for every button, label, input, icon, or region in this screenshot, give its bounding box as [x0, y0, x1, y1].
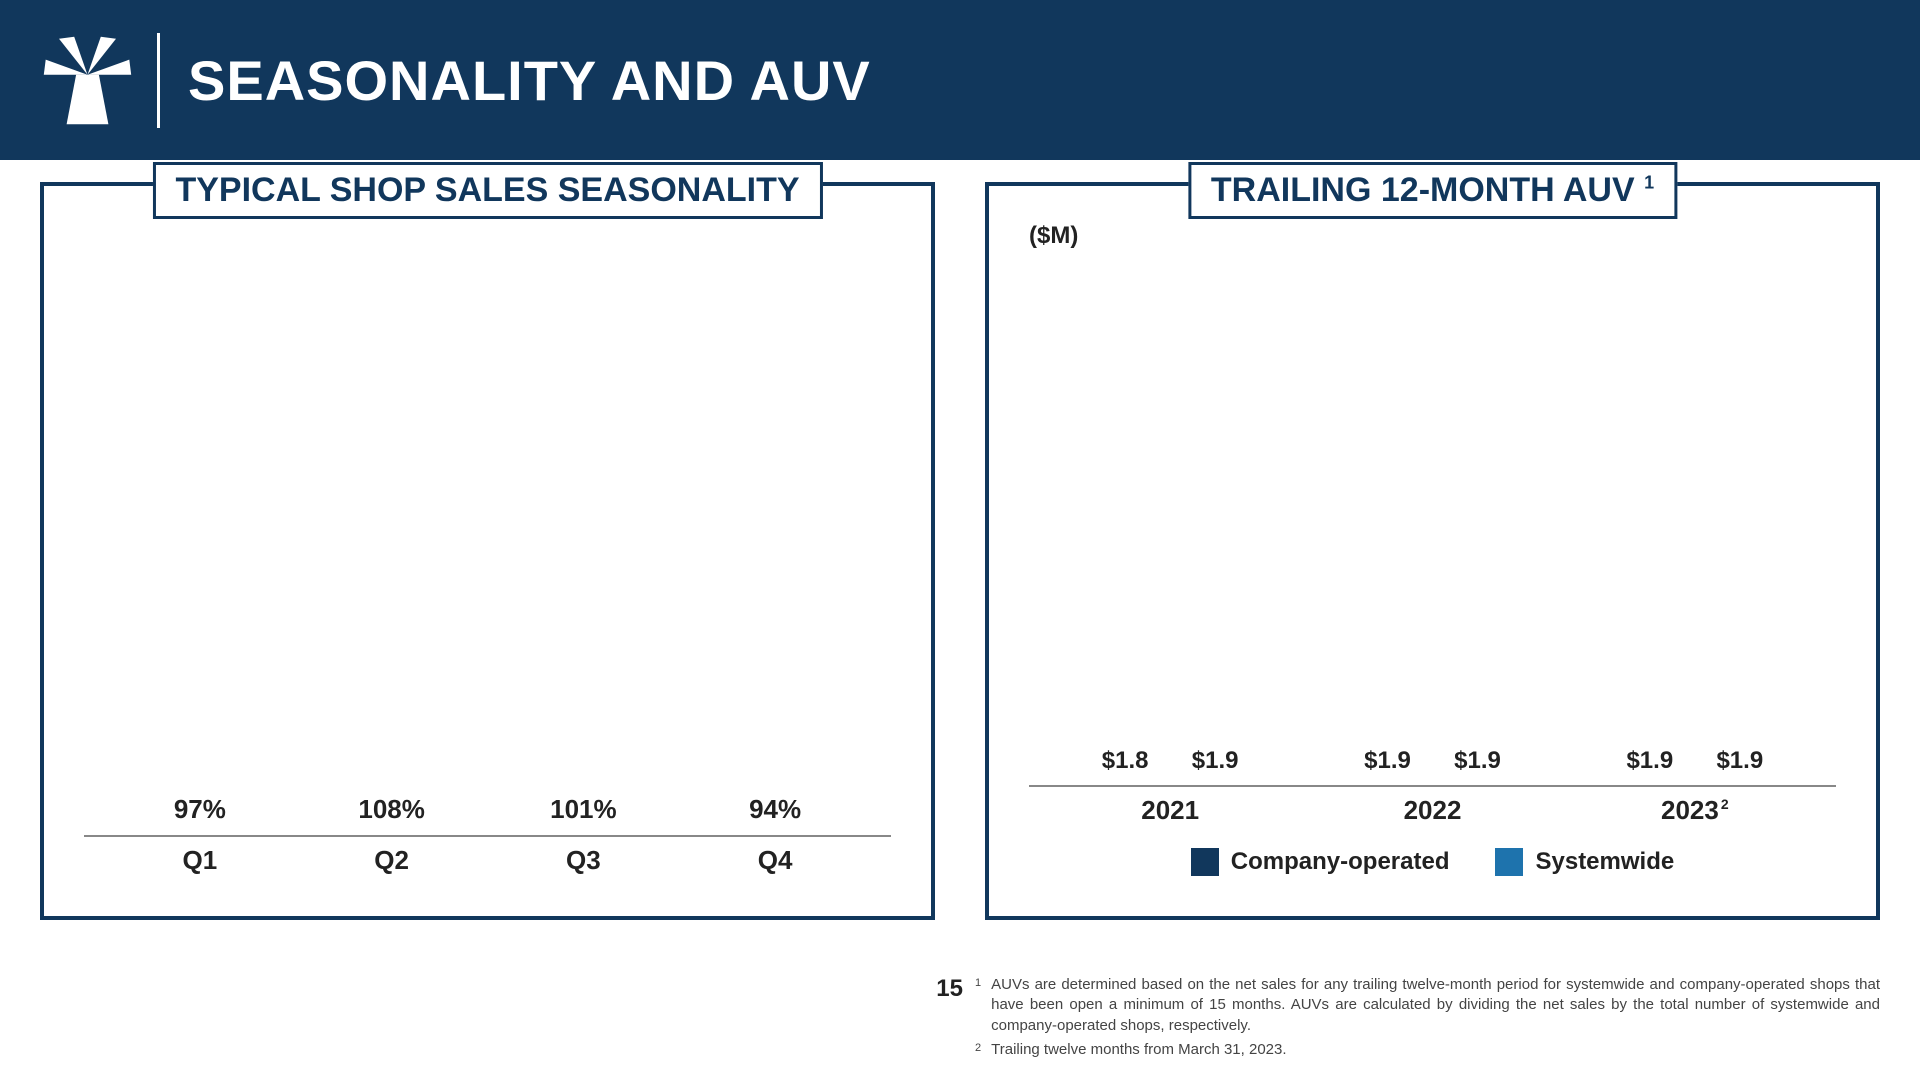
windmill-icon — [40, 33, 135, 128]
auv-legend: Company-operated Systemwide — [1029, 848, 1836, 876]
seasonality-bar-q2: 108% — [296, 794, 488, 835]
auv-group-2023: $1.9 $1.9 — [1564, 747, 1826, 785]
seasonality-bar-q1: 97% — [104, 794, 296, 835]
seasonality-bar-label: 108% — [358, 794, 425, 825]
auv-plot-area: $1.8 $1.9 $1.9 $1.9 $1.9 $1.9 — [1029, 256, 1836, 787]
auv-bar-label: $1.9 — [1192, 747, 1239, 775]
auv-chart: ($M) $1.8 $1.9 $1.9 $1.9 $1.9 $1.9 2021202220… — [1029, 222, 1836, 876]
auv-legend-item: Company-operated — [1191, 848, 1450, 876]
seasonality-panel: TYPICAL SHOP SALES SEASONALITY 97%108%10… — [40, 182, 935, 920]
auv-bar-label: $1.9 — [1626, 747, 1673, 775]
auv-group-2022: $1.9 $1.9 — [1301, 747, 1563, 785]
auv-x-tick: 2021 — [1039, 795, 1301, 826]
header-divider — [157, 33, 160, 128]
auv-bar-label: $1.9 — [1716, 747, 1763, 775]
auv-bar-systemwide: $1.9 — [1177, 747, 1253, 785]
auv-x-tick: 2022 — [1301, 795, 1563, 826]
seasonality-x-tick: Q4 — [679, 845, 871, 876]
seasonality-panel-title: TYPICAL SHOP SALES SEASONALITY — [152, 162, 822, 219]
auv-group-2021: $1.8 $1.9 — [1039, 747, 1301, 785]
seasonality-x-tick: Q3 — [488, 845, 680, 876]
page-number: 15 — [936, 975, 963, 1002]
slide-title: SEASONALITY AND AUV — [188, 48, 871, 113]
seasonality-x-tick: Q1 — [104, 845, 296, 876]
footnote-number: 2 — [975, 1040, 981, 1060]
footnotes-list: 1AUVs are determined based on the net sa… — [975, 975, 1880, 1064]
page-number-wrap: 15 — [40, 975, 975, 1003]
footnote: 1AUVs are determined based on the net sa… — [975, 975, 1880, 1036]
footnote: 2 Trailing twelve months from March 31, 2… — [975, 1040, 1880, 1060]
auv-yaxis-label: ($M) — [1029, 222, 1836, 250]
footnotes-row: 15 1AUVs are determined based on the net… — [0, 965, 1920, 1080]
seasonality-x-axis: Q1Q2Q3Q4 — [84, 837, 891, 876]
seasonality-chart: 97% 108% 101% 94% Q1Q2Q3Q4 — [84, 256, 891, 876]
auv-panel-title: TRAILING 12-MONTH AUV 1 — [1188, 162, 1677, 219]
legend-label: Systemwide — [1535, 848, 1674, 876]
legend-swatch — [1495, 848, 1523, 876]
auv-panel: TRAILING 12-MONTH AUV 1 ($M) $1.8$1.9$1.… — [985, 182, 1880, 920]
auv-bar-label: $1.8 — [1102, 747, 1149, 775]
auv-panel-title-text: TRAILING 12-MONTH AUV — [1211, 171, 1635, 209]
auv-bar-company-operated: $1.9 — [1349, 747, 1425, 785]
seasonality-bar-label: 97% — [174, 794, 226, 825]
auv-legend-item: Systemwide — [1495, 848, 1674, 876]
auv-bar-company-operated: $1.9 — [1612, 747, 1688, 785]
auv-x-tick-sup: 2 — [1721, 796, 1729, 812]
seasonality-plot-area: 97% 108% 101% 94% — [84, 256, 891, 837]
footnote-number: 1 — [975, 975, 981, 1036]
seasonality-bar-label: 101% — [550, 794, 617, 825]
auv-bar-systemwide: $1.9 — [1439, 747, 1515, 785]
auv-panel-title-sup: 1 — [1644, 173, 1654, 193]
footnote-text: Trailing twelve months from March 31, 20… — [991, 1040, 1286, 1060]
panels-row: TYPICAL SHOP SALES SEASONALITY 97% 108% 10… — [0, 160, 1920, 920]
seasonality-bar-q4: 94% — [679, 794, 871, 835]
auv-bar-label: $1.9 — [1454, 747, 1501, 775]
footnote-text: AUVs are determined based on the net sal… — [991, 975, 1880, 1036]
seasonality-x-tick: Q2 — [296, 845, 488, 876]
seasonality-bar-q3: 101% — [488, 794, 680, 835]
seasonality-bar-label: 94% — [749, 794, 801, 825]
auv-bar-systemwide: $1.9 — [1702, 747, 1778, 785]
logo-block — [40, 0, 188, 160]
auv-x-axis: 2021202220232 — [1029, 787, 1836, 826]
legend-swatch — [1191, 848, 1219, 876]
slide-header: SEASONALITY AND AUV — [0, 0, 1920, 160]
auv-x-tick: 20232 — [1564, 795, 1826, 826]
auv-bar-label: $1.9 — [1364, 747, 1411, 775]
legend-label: Company-operated — [1231, 848, 1450, 876]
auv-bar-company-operated: $1.8 — [1087, 747, 1163, 785]
